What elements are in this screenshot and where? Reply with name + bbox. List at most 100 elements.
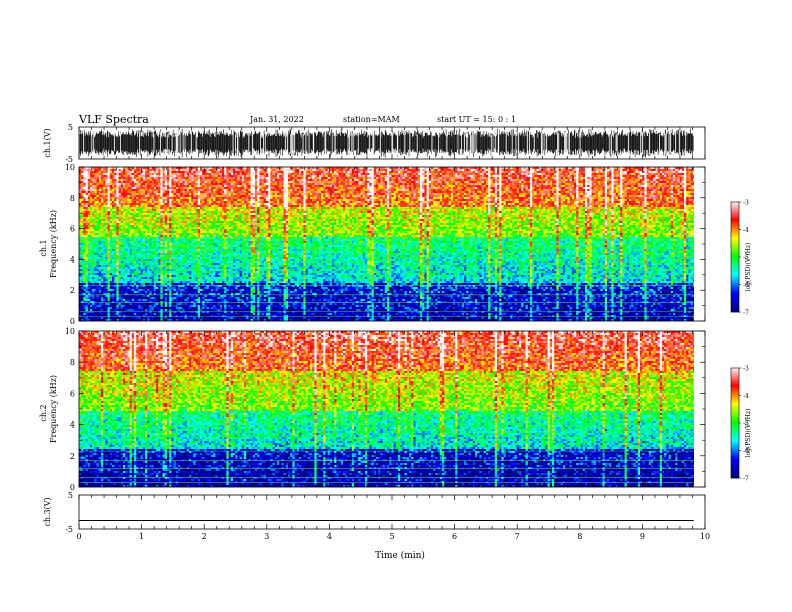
ch2-spectrogram-ytick-label: 2 <box>70 452 75 461</box>
x-tick-label: 6 <box>452 532 457 541</box>
ch1-spectrogram-colorbar <box>731 202 739 312</box>
ch1-spectrogram-colorbar-step <box>731 224 739 226</box>
ch2-spectrogram-colorbar-step <box>731 386 739 388</box>
ch2-spectrogram-channel-label: ch.2 <box>39 404 48 421</box>
ch1-spectrogram-colorbar-step <box>731 235 739 237</box>
ch1-spectrogram-colorbar-step <box>731 211 739 213</box>
ch2-spectrogram-colorbar-step <box>731 379 739 381</box>
ch1-spectrogram-colorbar-step <box>731 209 739 211</box>
ch1-spectrogram-colorbar-step <box>731 257 739 259</box>
ch2-spectrogram-colorbar-step <box>731 377 739 379</box>
ch1-spectrogram-colorbar-step <box>731 285 739 287</box>
ch1-spectrogram-colorbar-step <box>731 274 739 276</box>
ch2-spectrogram-colorbar-step <box>731 407 739 409</box>
ch2-spectrogram-ylabel: Frequency (kHz) <box>49 375 58 443</box>
ch2-spectrogram-colorbar-tick-label: -7 <box>743 476 749 483</box>
ch2-spectrogram-image <box>79 331 694 487</box>
ch1-spectrogram-colorbar-step <box>731 277 739 279</box>
ch1-spectrogram-ytick-label: 2 <box>70 286 75 295</box>
x-tick-label: 0 <box>76 532 81 541</box>
ch1-spectrogram-colorbar-step <box>731 248 739 250</box>
ch2-spectrogram-colorbar-step <box>731 445 739 447</box>
ch2-spectrogram-colorbar-step <box>731 381 739 383</box>
ch2-spectrogram-colorbar-step <box>731 375 739 377</box>
ch1-spectrogram-colorbar-step <box>731 259 739 261</box>
ch2-spectrogram-colorbar-tick-label: -4 <box>743 393 749 400</box>
ch1-spectrogram-colorbar-tick-label: -7 <box>743 310 749 317</box>
ch2-spectrogram-colorbar-step <box>731 385 739 387</box>
ch2-spectrogram-colorbar-step <box>731 399 739 401</box>
ch2-spectrogram-colorbar-step <box>731 392 739 394</box>
ch2-spectrogram-colorbar-step <box>731 436 739 438</box>
ch2-spectrogram-colorbar-step <box>731 465 739 467</box>
ch1-spectrogram-colorbar-step <box>731 231 739 233</box>
ch1-spectrogram-colorbar-step <box>731 261 739 263</box>
ch1-spectrogram-colorbar-step <box>731 290 739 292</box>
ch2-spectrogram-colorbar-step <box>731 471 739 473</box>
ch2-spectrogram-colorbar-step <box>731 469 739 471</box>
x-tick-label: 10 <box>700 532 710 541</box>
ch1-spectrogram-colorbar-step <box>731 222 739 224</box>
ch1-spectrogram-ytick-label: 0 <box>70 317 75 326</box>
ch2-spectrogram-colorbar-step <box>731 473 739 475</box>
ch2-spectrogram-colorbar-step <box>731 462 739 464</box>
ch1-spectrogram-colorbar-step <box>731 237 739 239</box>
ch2-spectrogram-colorbar-step <box>731 425 739 427</box>
ch2-spectrogram-colorbar-step <box>731 454 739 456</box>
ch1-spectrogram-colorbar-step <box>731 255 739 257</box>
ch1-spectrogram-colorbar-step <box>731 208 739 210</box>
ch2-spectrogram-colorbar-step <box>731 419 739 421</box>
ch2-spectrogram-colorbar-step <box>731 410 739 412</box>
ch2-spectrogram-colorbar-step <box>731 401 739 403</box>
ch1-spectrogram-colorbar-step <box>731 301 739 303</box>
ch1-spectrogram-colorbar-step <box>731 242 739 244</box>
ch1-spectrogram-colorbar-step <box>731 286 739 288</box>
ch1-spectrogram-colorbar-step <box>731 215 739 217</box>
ch2-spectrogram-ytick-label: 6 <box>70 389 75 398</box>
ch2-spectrogram-colorbar-step <box>731 451 739 453</box>
ch1-spectrogram-colorbar-step <box>731 253 739 255</box>
ch1-spectrogram-colorbar-step <box>731 279 739 281</box>
ch2-spectrogram-colorbar-step <box>731 388 739 390</box>
ch1-spectrogram-colorbar-step <box>731 206 739 208</box>
ch1-spectrogram-colorbar-step <box>731 281 739 283</box>
ch1-spectrogram-colorbar-step <box>731 263 739 265</box>
ch2-spectrogram-ytick-label: 8 <box>70 358 75 367</box>
ch1-spectrogram-colorbar-step <box>731 244 739 246</box>
ch2-spectrogram-colorbar-step <box>731 447 739 449</box>
ch2-spectrogram-colorbar-step <box>731 438 739 440</box>
ch2-spectrogram-colorbar-label: log(PSD)(V²/Hz) <box>745 409 752 458</box>
ch2-spectrogram-colorbar-step <box>731 412 739 414</box>
ch1-spectrogram-colorbar-step <box>731 283 739 285</box>
ch1-spectrogram-colorbar-step <box>731 228 739 230</box>
ch1-spectrogram-channel-label: ch.1 <box>39 239 48 256</box>
ch2-spectrogram-colorbar-step <box>731 383 739 385</box>
ch3-waveform-frame <box>79 495 705 529</box>
ch2-spectrogram-colorbar-step <box>731 467 739 469</box>
ch2-spectrogram-colorbar-step <box>731 429 739 431</box>
ch1-spectrogram-colorbar-step <box>731 303 739 305</box>
ch1-spectrogram-colorbar-step <box>731 246 739 248</box>
ch2-spectrogram-colorbar-step <box>731 460 739 462</box>
ch1-spectrogram-colorbar-step <box>731 220 739 222</box>
ch2-spectrogram-colorbar-step <box>731 430 739 432</box>
x-tick-label: 4 <box>327 532 332 541</box>
ch1-spectrogram-colorbar-step <box>731 213 739 215</box>
ch2-spectrogram-colorbar <box>731 368 739 478</box>
ch3-ytick-label: -5 <box>65 525 73 534</box>
ch3-ylabel: ch.3(V) <box>43 497 52 526</box>
x-tick-label: 5 <box>389 532 394 541</box>
ch2-spectrogram-colorbar-step <box>731 403 739 405</box>
ch2-spectrogram-colorbar-step <box>731 443 739 445</box>
ch1-spectrogram-colorbar-step <box>731 299 739 301</box>
ch1-spectrogram-colorbar-step <box>731 219 739 221</box>
x-tick-label: 2 <box>202 532 207 541</box>
ch1-spectrogram-colorbar-step <box>731 233 739 235</box>
ch1-spectrogram-colorbar-step <box>731 272 739 274</box>
ch1-spectrogram-colorbar-step <box>731 239 739 241</box>
ch1-spectrogram-ytick-label: 4 <box>70 255 75 264</box>
x-tick-label: 8 <box>577 532 582 541</box>
x-tick-label: 7 <box>515 532 520 541</box>
ch1-spectrogram-colorbar-step <box>731 305 739 307</box>
x-tick-label: 1 <box>139 532 144 541</box>
